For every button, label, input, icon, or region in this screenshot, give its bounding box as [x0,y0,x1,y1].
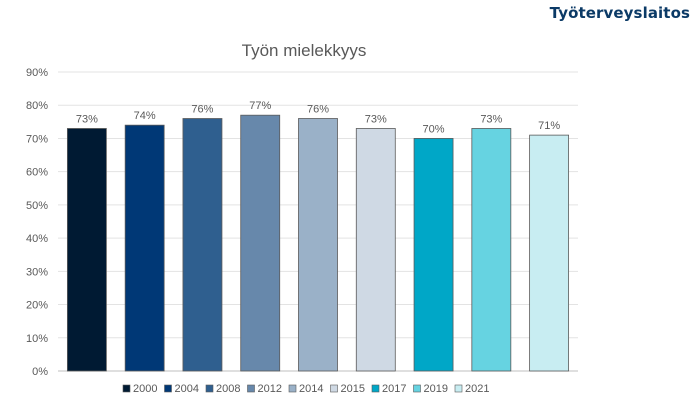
data-label: 77% [249,100,271,112]
bar-2021 [529,134,570,372]
bar-2012 [240,114,281,372]
bar-2014 [298,118,338,372]
legend-swatch-2012 [247,384,255,393]
bar-2017 [413,138,454,372]
y-tick-label: 20% [26,300,48,312]
bar-2008 [182,118,223,372]
data-label: 76% [307,104,329,116]
y-tick-label: 0% [32,366,48,378]
y-tick-label: 70% [26,133,48,145]
data-label: 73% [76,113,98,125]
brand-logo-text: Työterveyslaitos [549,4,690,22]
legend: 2000 2004 2008 2012 2014 2015 2017 2019 2021 [122,383,489,395]
legend-label: 2021 [465,383,489,395]
bar-2004 [124,124,165,372]
bars [66,114,570,372]
bar-2019 [471,128,512,372]
y-axis: 0% 10% 20% 30% 40% 50% 60% 70% 80% 90% [26,67,48,378]
y-tick-label: 60% [26,167,48,179]
legend-swatch-2004 [164,384,172,393]
legend-label: 2004 [175,383,199,395]
legend-label: 2014 [299,383,323,395]
data-label: 76% [191,104,213,116]
data-label: 73% [480,113,502,125]
y-tick-label: 10% [26,333,48,345]
legend-swatch-2021 [454,384,463,393]
legend-swatch-2015 [330,384,338,393]
legend-swatch-2014 [288,384,297,393]
legend-label: 2000 [133,383,157,395]
legend-swatch-2000 [122,384,131,393]
data-label: 71% [538,120,560,132]
bar-2015 [355,128,396,372]
bar-2000 [66,128,107,372]
y-tick-label: 40% [26,233,48,245]
y-tick-label: 80% [26,100,48,112]
legend-label: 2019 [424,383,448,395]
chart-title: Työn mielekkyys [242,41,367,60]
data-label: 73% [365,113,387,125]
data-label: 70% [423,123,445,135]
legend-swatch-2019 [413,384,421,393]
data-label: 74% [134,110,156,122]
legend-label: 2015 [341,383,365,395]
legend-swatch-2008 [205,384,214,393]
y-tick-label: 30% [26,266,48,278]
legend-label: 2017 [382,383,406,395]
y-tick-label: 50% [26,200,48,212]
legend-label: 2008 [216,383,240,395]
legend-label: 2012 [258,383,282,395]
data-labels: 73% 74% 76% 77% 76% 73% 70% 73% 71% [76,100,560,135]
legend-swatch-2017 [371,384,380,393]
y-tick-label: 90% [26,67,48,79]
